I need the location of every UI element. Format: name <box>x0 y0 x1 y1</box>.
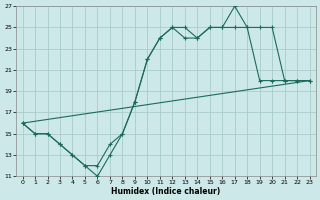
X-axis label: Humidex (Indice chaleur): Humidex (Indice chaleur) <box>111 187 221 196</box>
